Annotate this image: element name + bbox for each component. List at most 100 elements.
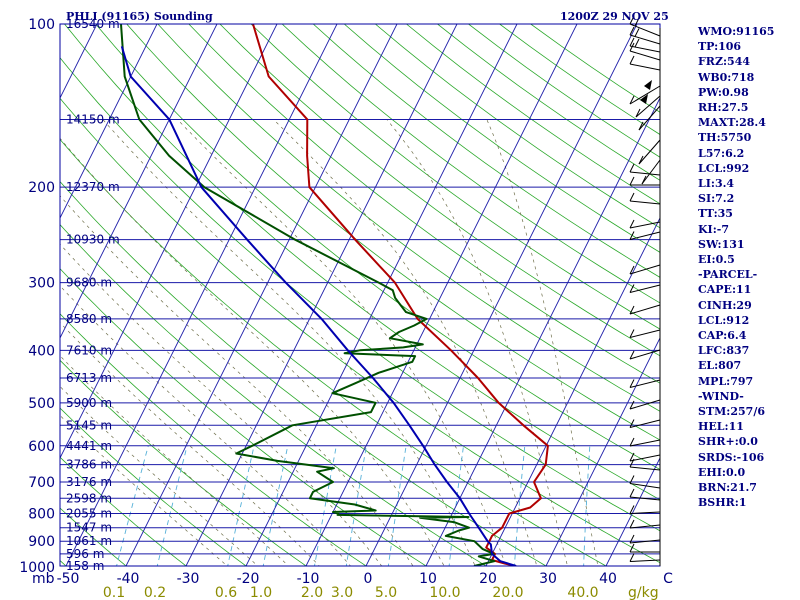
temperature-tick-label: -50 [57,571,80,587]
isotherm [0,12,43,578]
index-0: WMO:91165 [698,25,775,38]
dry-adiabat [60,180,547,566]
height-label: 8580 m [66,312,112,326]
mixing-ratio-line [387,445,407,566]
wind-barb [629,399,661,410]
wind-barb [629,524,661,529]
wind-barb [629,200,661,205]
wind-barb [638,139,661,165]
temperature-profile [252,24,549,566]
mixing-ratio-tick-label: 3.0 [331,585,353,600]
temperature-tick-label: 40 [599,571,617,587]
wind-barb [629,466,661,471]
wind-barb-feather [629,26,635,36]
wind-pennant [644,80,652,90]
pressure-tick-label: 600 [28,439,55,455]
height-label: 4441 m [66,439,112,453]
index-8: L57:6.2 [698,146,745,160]
profile-lines [120,24,549,566]
dry-adiabat [60,97,660,564]
dewpoint-profile [120,24,496,566]
wind-barb-feather [629,231,635,240]
wind-barb-feather [629,219,635,229]
wind-barb [629,559,661,562]
wind-barb [629,483,661,489]
dry-adiabat [219,24,660,357]
isotherm [485,216,660,566]
wind-barb [629,304,661,315]
wind-barb-feather [629,192,635,202]
index-2: FRZ:544 [698,55,751,69]
mixing-ratio-tick-label: 5.0 [375,585,397,600]
pressure-tick-label: 400 [28,343,55,359]
wind-pennant [640,94,648,104]
moist-adiabat [177,119,507,566]
wind-barb [629,539,661,544]
moist-adiabat [60,195,414,566]
temperature-tick-label: 0 [364,571,373,587]
wind-barb [629,419,661,428]
wind-barb-feather [629,534,635,544]
wind-barb-feather [629,400,635,410]
pressure-tick-label: 800 [28,506,55,522]
pressure-tick-label: 1000 [19,560,55,576]
height-label: 3176 m [66,475,112,489]
mixing-ratio-line [156,445,188,566]
wind-barb [629,231,661,240]
index-28: SRDS:-106 [698,450,765,464]
wind-barb [629,50,661,61]
mixing-ratio-line [583,445,591,566]
index-23: MPL:797 [698,374,754,388]
pressure-tick-label: 900 [28,534,55,550]
mixing-ratio-line [314,445,337,566]
dry-adiabat [0,24,18,578]
isotherm [60,24,218,340]
wind-barb-feather [629,265,635,275]
index-26: HEL:11 [698,420,744,434]
wind-barb-feather [629,505,635,514]
wind-barb-feather [629,176,635,186]
pressure-tick-label: 700 [28,475,55,491]
wind-barb-feather [634,17,640,27]
wind-barb [641,159,661,185]
moist-adiabat [486,119,599,566]
wind-barb-feather [635,108,641,118]
dry-adiabat [60,313,367,566]
station-title: PHLI (91165) Sounding [66,10,213,23]
dry-adiabat [250,24,660,330]
wind-barb [635,95,661,118]
wind-barb-feather [629,553,635,562]
index-30: BRN:21.7 [698,481,757,495]
wind-barb-feather [629,488,635,498]
wind-barb-feather [629,95,635,105]
mixing-ratio-tick-label: 0.2 [144,585,166,600]
dry-adiabat [343,24,660,253]
wind-barb [629,454,661,462]
index-15: EI:0.5 [698,253,735,267]
mixing-ratio-line [262,445,289,566]
isotherm [245,24,518,566]
wind-barb-feather [629,419,635,428]
temperature-tick-label: -40 [117,571,140,587]
wind-barb [629,379,661,388]
index-25: STM:257/6 [698,405,765,419]
pressure-unit-label: mb [32,571,55,587]
wind-barb [629,171,661,176]
height-label: 1061 m [66,534,112,548]
height-label: 596 m [66,547,104,561]
height-label: 2598 m [66,491,112,505]
temperature-tick-label: 10 [419,571,437,587]
dry-adiabat [60,407,247,566]
wind-barb [629,329,661,338]
wind-barb [629,34,661,45]
temperature-tick-label: -30 [177,571,200,587]
index-16: -PARCEL- [698,268,758,282]
index-19: LCL:912 [698,313,750,327]
index-11: SI:7.2 [698,192,735,206]
mixing-ratio-tick-label: 10.0 [429,585,460,600]
mixing-ratio-tick-label: 2.0 [301,585,323,600]
wind-barb-feather [629,350,635,360]
wind-barb-feather [629,543,635,553]
index-5: RH:27.5 [698,101,749,115]
index-9: LCL:992 [698,161,750,175]
